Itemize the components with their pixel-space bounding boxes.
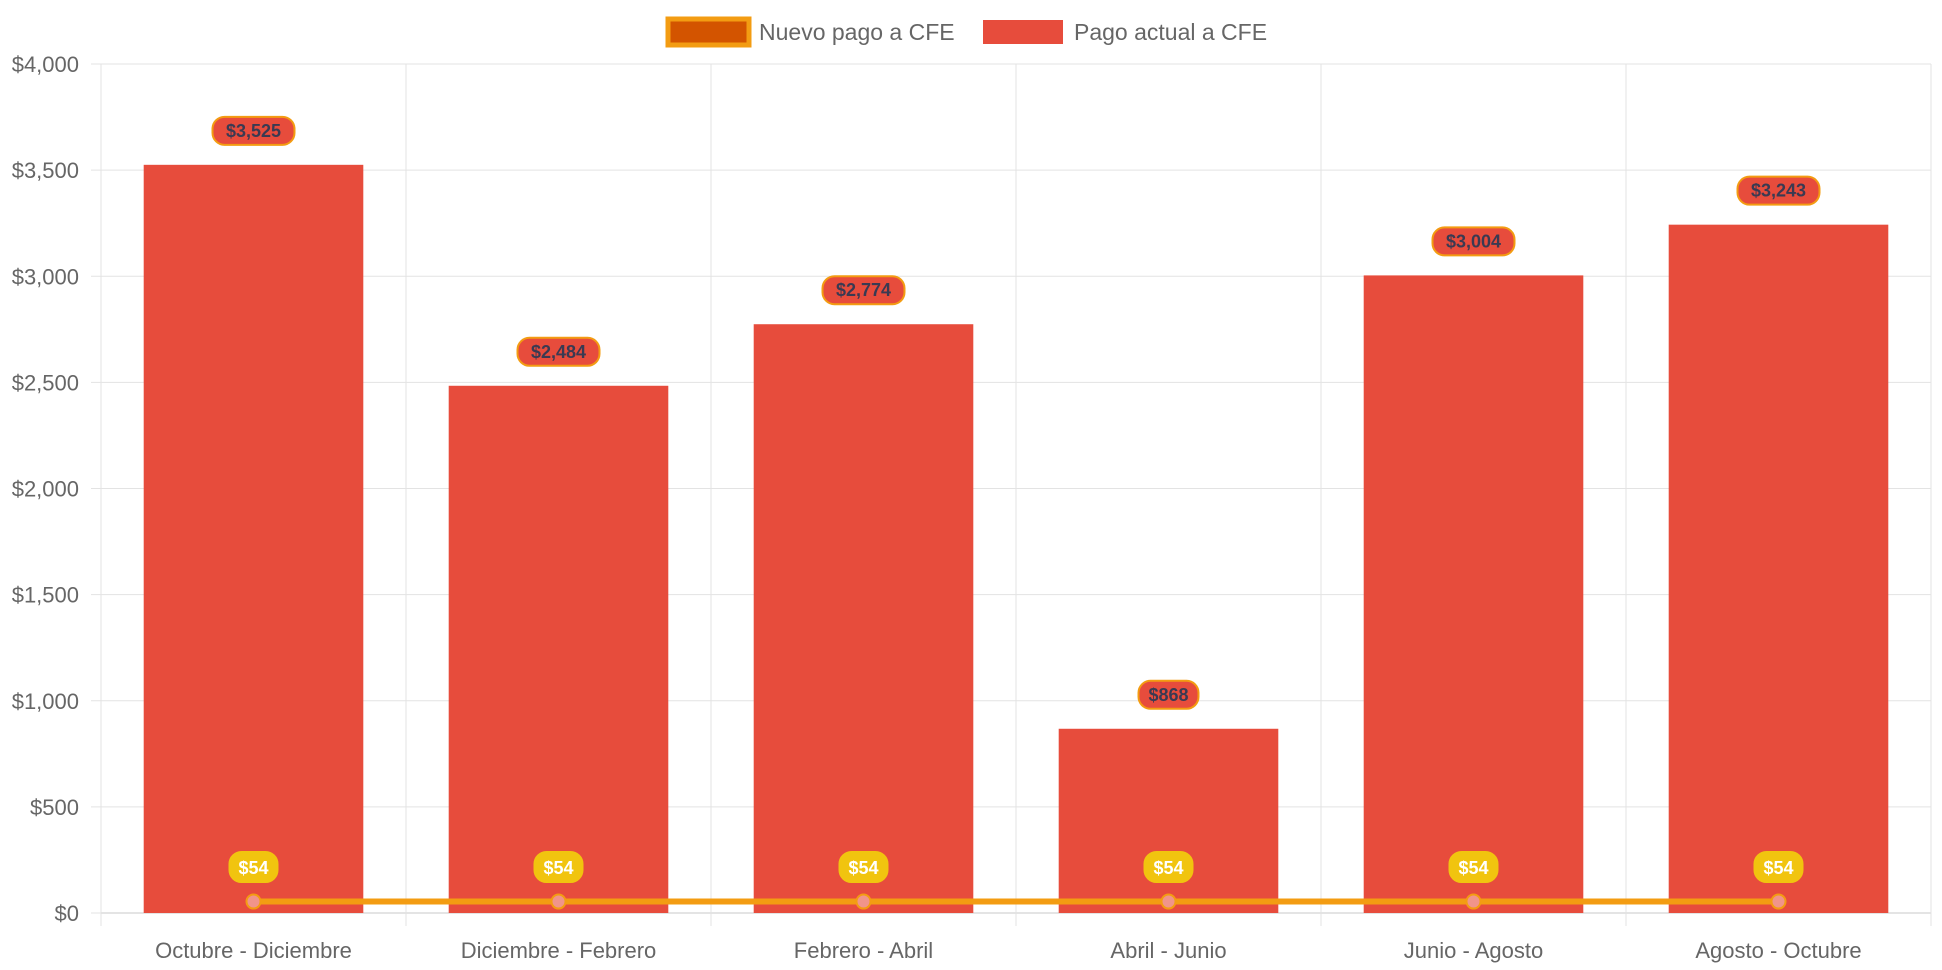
- grid: [91, 63, 1932, 926]
- legend-label-pago-actual: Pago actual a CFE: [1074, 19, 1267, 45]
- line-point: [550, 893, 567, 910]
- line-data-label-box: [838, 851, 889, 883]
- axes: $0 $500 $1,000 $1,500 $2,000 $2,500 $3,000 $3,5…: [12, 52, 1862, 963]
- line-point: [1160, 893, 1177, 910]
- line-series: [245, 893, 1787, 910]
- bar: [143, 164, 364, 914]
- x-tick-label: Junio - Agosto: [1404, 938, 1543, 963]
- line-point: [855, 893, 872, 910]
- line-data-label: $54: [543, 858, 573, 878]
- y-tick-label: $500: [30, 795, 79, 820]
- bar-data-label: $868: [1148, 685, 1188, 705]
- line-data-label-box: [1143, 851, 1194, 883]
- legend-item-pago-actual[interactable]: Pago actual a CFE: [983, 19, 1267, 45]
- y-tick-label: $0: [55, 901, 79, 926]
- bar-data-label: $3,004: [1446, 231, 1501, 251]
- line-data-label: $54: [848, 858, 878, 878]
- y-tick-label: $2,000: [12, 477, 79, 502]
- line-data-label: $54: [238, 858, 268, 878]
- bar-data-label-box: [1431, 226, 1516, 257]
- y-tick-label: $3,000: [12, 264, 79, 289]
- bar-data-label-box: [1736, 175, 1821, 206]
- y-tick-label: $1,000: [12, 689, 79, 714]
- line-point: [1465, 893, 1482, 910]
- x-tick-label: Agosto - Octubre: [1695, 938, 1861, 963]
- bar-data-label-box: [516, 336, 601, 367]
- bar: [448, 385, 669, 913]
- y-tick-label: $4,000: [12, 52, 79, 77]
- legend-label-nuevo-pago: Nuevo pago a CFE: [759, 19, 955, 45]
- line-data-label: $54: [1458, 858, 1488, 878]
- line-data-label-box: [533, 851, 584, 883]
- bar-data-label-box: [1137, 679, 1200, 710]
- bar-series: [143, 164, 1889, 914]
- bar-data-label-box: [821, 275, 906, 306]
- line-data-label-box: [1448, 851, 1499, 883]
- y-tick-label: $3,500: [12, 158, 79, 183]
- x-tick-label: Octubre - Diciembre: [155, 938, 352, 963]
- bar-data-label: $3,525: [226, 121, 281, 141]
- y-tick-label: $2,500: [12, 370, 79, 395]
- x-tick-label: Abril - Junio: [1110, 938, 1226, 963]
- x-tick-label: Diciembre - Febrero: [461, 938, 657, 963]
- line-point: [245, 893, 262, 910]
- legend: Nuevo pago a CFE Pago actual a CFE: [665, 16, 1267, 48]
- legend-item-nuevo-pago[interactable]: Nuevo pago a CFE: [665, 16, 955, 48]
- bar: [753, 324, 974, 913]
- bar-data-label: $2,484: [531, 342, 586, 362]
- y-tick-label: $1,500: [12, 583, 79, 608]
- bar-data-label: $3,243: [1751, 181, 1806, 201]
- line-data-label-box: [228, 851, 279, 883]
- line-data-label: $54: [1763, 858, 1793, 878]
- bar-data-label-box: [211, 115, 296, 146]
- bar: [1363, 275, 1584, 913]
- data-labels: $3,525 $2,484 $2,774 $868 $3,004 $3,243 $54 $54…: [211, 115, 1821, 883]
- legend-swatch-nuevo-pago: [665, 16, 752, 48]
- legend-swatch-pago-actual: [983, 20, 1063, 44]
- bar: [1058, 728, 1279, 913]
- bar: [1668, 224, 1889, 914]
- x-tick-label: Febrero - Abril: [794, 938, 933, 963]
- bar-data-label: $2,774: [836, 280, 891, 300]
- line-data-label-box: [1753, 851, 1804, 883]
- line-point: [1770, 893, 1787, 910]
- line-data-label: $54: [1153, 858, 1183, 878]
